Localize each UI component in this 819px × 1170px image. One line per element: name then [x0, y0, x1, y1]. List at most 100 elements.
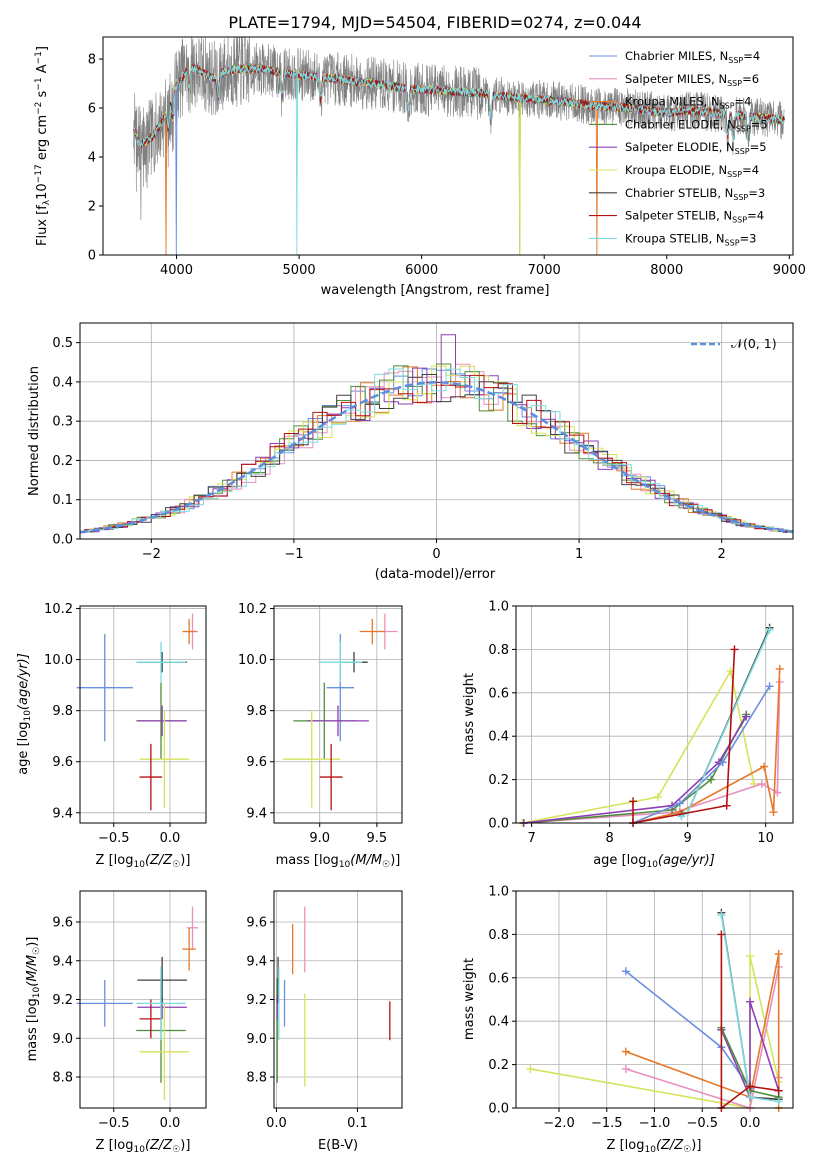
mass-vs-Z-ylabel: mass [log10(M/M☉)] — [25, 937, 42, 1062]
mass_vs_ebv-xtick-label: 0.0 — [266, 1116, 287, 1131]
age_vs_Z-ytick-label: 9.4 — [52, 806, 73, 821]
weight_vs_Z-xtick-label: −1.0 — [639, 1116, 671, 1131]
age_vs_Z-xtick-label: −0.5 — [98, 831, 130, 846]
legend-entry: Kroupa MILES, NSSP=4 — [625, 95, 751, 111]
weight_vs_Z-xtick-label: −1.5 — [591, 1116, 623, 1131]
residuals-ytick-label: 0.0 — [52, 533, 73, 548]
mass_vs_ebv-ytick-label: 9.4 — [246, 954, 267, 969]
spectrum-legend: Chabrier MILES, NSSP=4 Salpeter MILES, NS… — [589, 49, 768, 247]
mass_vs_Z-xtick-label: 0.0 — [160, 1116, 181, 1131]
mass_vs_Z-xtick-label: −0.5 — [98, 1116, 130, 1131]
mass-vs-ebv-xlabel: E(B-V) — [318, 1138, 358, 1153]
age_vs_mass-ytick-label: 10.0 — [238, 653, 267, 668]
weight-marker — [775, 664, 784, 673]
spectrum-xtick-label: 4000 — [160, 263, 193, 278]
age-vs-Z-panel: −0.5 0.0 9.4 9.6 9.8 10.0 10.2 Z [log10(Z/Z☉)]… — [16, 602, 207, 870]
residuals-xtick-label: 2 — [718, 547, 726, 562]
weight-marker — [730, 645, 739, 654]
mass_vs_Z-ytick-label: 9.2 — [52, 993, 73, 1008]
weight-line — [625, 970, 751, 1089]
weight_vs_age-ytick-label: 0.4 — [488, 730, 509, 745]
histogram-step — [80, 334, 793, 534]
weight-marker — [707, 775, 716, 784]
spectrum-xlabel: wavelength [Angstrom, rest frame] — [321, 283, 550, 298]
mass_vs_Z-ytick-label: 8.8 — [52, 1071, 73, 1086]
mass-vs-Z-xlabel: Z [log10(Z/Z☉)] — [96, 1138, 191, 1155]
weight-marker — [742, 712, 751, 721]
legend-entry: Kroupa ELODIE, NSSP=4 — [625, 163, 759, 179]
weight-marker — [769, 808, 778, 817]
weight-marker — [526, 1064, 535, 1073]
weight-vs-age-axes-frame — [515, 605, 794, 824]
mass_vs_ebv-ytick-label: 9.6 — [246, 916, 267, 931]
weight-line — [720, 1001, 780, 1098]
age_vs_mass-xtick-label: 9.0 — [309, 831, 330, 846]
normal-legend-label: 𝒩(0, 1) — [731, 336, 777, 351]
weight-marker — [757, 779, 766, 788]
spectrum-xtick-label: 6000 — [405, 263, 438, 278]
age_vs_Z-xtick-label: 0.0 — [160, 831, 181, 846]
weight_vs_age-xtick-label: 10 — [757, 831, 774, 846]
weight-marker — [717, 930, 726, 939]
mass-vs-ebv-axes-frame — [273, 890, 403, 1109]
legend-entry: Chabrier STELIB, NSSP=3 — [625, 186, 765, 202]
weight-marker — [746, 952, 755, 961]
weight_vs_age-xtick-label: 8 — [605, 831, 613, 846]
weight_vs_Z-ytick-label: 0.0 — [488, 1102, 509, 1117]
weight_vs_Z-ytick-label: 0.2 — [488, 1058, 509, 1073]
mass-vs-Z-panel: −0.5 0.0 8.8 9.0 9.2 9.4 9.6 Z [log10(Z/Z☉)] m… — [25, 890, 207, 1155]
residuals-ytick-label: 0.4 — [52, 375, 73, 390]
age_vs_mass-xtick-label: 9.5 — [367, 831, 388, 846]
spectrum-xtick-label: 7000 — [528, 263, 561, 278]
weight-line — [632, 685, 771, 824]
legend-entry: Salpeter ELODIE, NSSP=5 — [625, 140, 767, 156]
weight-line — [632, 649, 736, 824]
weight_vs_Z-ytick-label: 0.6 — [488, 971, 509, 986]
spectrum-xtick-label: 5000 — [283, 263, 316, 278]
figure-title: PLATE=1794, MJD=54504, FIBERID=0274, z=0… — [228, 13, 641, 32]
age-vs-mass-xlabel: mass [log10(M/M☉)] — [276, 853, 401, 870]
spectrum-model-line — [133, 64, 785, 255]
mass-vs-Z-axes-frame — [79, 890, 207, 1109]
weight_vs_age-ytick-label: 0.6 — [488, 686, 509, 701]
mass_vs_ebv-ytick-label: 9.0 — [246, 1032, 267, 1047]
mass-vs-ebv-panel: 0.0 0.1 8.8 9.0 9.2 9.4 9.6 E(B-V) — [246, 890, 403, 1153]
weight_vs_age-xtick-label: 7 — [527, 831, 535, 846]
age_vs_Z-ytick-label: 9.6 — [52, 755, 73, 770]
spectrum-ytick-label: 2 — [88, 200, 96, 215]
legend-entry: Salpeter STELIB, NSSP=4 — [625, 209, 764, 225]
weight-line — [523, 681, 781, 824]
residuals-panel: −2 −1 0 1 2 0.0 0.1 0.2 0.3 0.4 0.5 (data-model)/e… — [27, 322, 794, 582]
weight_vs_Z-xtick-label: −2.0 — [543, 1116, 575, 1131]
weight-marker — [765, 625, 774, 634]
weight-marker — [722, 801, 731, 810]
weight_vs_Z-ytick-label: 0.8 — [488, 928, 509, 943]
legend-entry: Kroupa STELIB, NSSP=3 — [625, 231, 756, 247]
age_vs_Z-ytick-label: 9.8 — [52, 704, 73, 719]
age_vs_mass-ytick-label: 9.4 — [246, 806, 267, 821]
weight-marker — [774, 949, 783, 958]
age_vs_Z-ytick-label: 10.2 — [44, 602, 73, 617]
weight_vs_age-xtick-label: 9 — [684, 831, 692, 846]
weight-vs-age-panel: 7 8 9 10 0.0 0.2 0.4 0.6 0.8 1.0 age [log10(age/y… — [462, 600, 794, 870]
mass_vs_ebv-ytick-label: 9.2 — [246, 993, 267, 1008]
weight_vs_Z-ytick-label: 1.0 — [488, 885, 509, 900]
legend-entry: Salpeter MILES, NSSP=6 — [625, 72, 759, 88]
age_vs_mass-ytick-label: 9.6 — [246, 755, 267, 770]
legend-entry: Chabrier ELODIE, NSSP=5 — [625, 117, 768, 133]
spectrum-axes-frame — [102, 36, 794, 256]
legend-entry: Chabrier MILES, NSSP=4 — [625, 49, 760, 65]
age-vs-mass-axes-frame — [273, 605, 403, 824]
weight-marker — [629, 797, 638, 806]
residuals-xtick-label: 0 — [432, 547, 440, 562]
weight-marker — [621, 967, 630, 976]
weight-vs-Z-axes-frame — [515, 890, 794, 1109]
residuals-xlabel: (data-model)/error — [375, 567, 496, 582]
weight-marker — [621, 1047, 630, 1056]
age_vs_Z-ytick-label: 10.0 — [44, 653, 73, 668]
residuals-ytick-label: 0.2 — [52, 454, 73, 469]
residuals-ytick-label: 0.1 — [52, 493, 73, 508]
weight-marker — [765, 682, 774, 691]
age-vs-Z-ylabel: age [log10(age/yr)] — [16, 653, 33, 775]
weight-marker — [746, 1082, 755, 1091]
